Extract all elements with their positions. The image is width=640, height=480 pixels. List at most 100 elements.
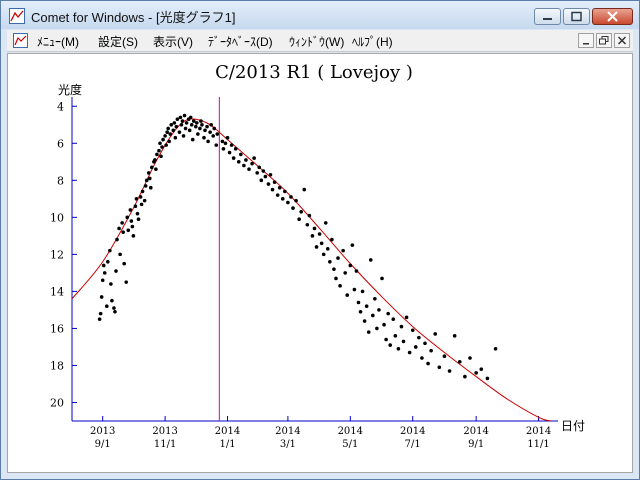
data-point bbox=[188, 115, 193, 120]
data-point bbox=[399, 324, 404, 329]
data-point bbox=[167, 139, 171, 144]
data-point bbox=[166, 126, 170, 131]
data-point bbox=[319, 241, 324, 246]
minimize-icon bbox=[583, 43, 589, 45]
data-point bbox=[114, 269, 118, 273]
data-point bbox=[160, 145, 164, 149]
data-point bbox=[223, 141, 228, 146]
data-point bbox=[302, 187, 307, 192]
data-point bbox=[154, 167, 158, 172]
data-point bbox=[227, 150, 232, 155]
data-point bbox=[200, 122, 204, 127]
data-point bbox=[426, 361, 430, 366]
data-point bbox=[384, 337, 388, 342]
data-point bbox=[291, 206, 295, 210]
data-point bbox=[334, 276, 338, 281]
menu-item-view[interactable]: 表示(V) bbox=[153, 35, 193, 49]
app-icon[interactable] bbox=[9, 8, 25, 24]
y-tick-label: 12 bbox=[50, 248, 64, 261]
close-button[interactable] bbox=[592, 8, 633, 25]
data-point bbox=[146, 171, 151, 175]
data-point bbox=[289, 195, 293, 199]
data-point bbox=[364, 304, 369, 309]
data-point bbox=[280, 197, 285, 201]
data-point bbox=[183, 126, 188, 131]
data-point bbox=[110, 298, 114, 303]
menu-item-help[interactable]: ﾍﾙﾌﾟ(H) bbox=[352, 35, 393, 49]
data-point bbox=[179, 122, 184, 127]
x-tick-year: 2014 bbox=[463, 426, 488, 437]
data-point bbox=[133, 204, 138, 209]
data-point bbox=[356, 300, 361, 305]
data-point bbox=[233, 147, 238, 151]
data-point bbox=[474, 371, 478, 375]
data-point bbox=[247, 167, 251, 172]
data-point bbox=[463, 374, 467, 379]
data-point bbox=[202, 135, 206, 140]
data-point bbox=[283, 189, 287, 194]
child-close-button[interactable] bbox=[614, 33, 630, 48]
data-point bbox=[341, 248, 345, 253]
data-point bbox=[99, 295, 104, 299]
child-minimize-button[interactable] bbox=[578, 33, 594, 48]
data-point bbox=[108, 248, 112, 253]
data-point bbox=[305, 222, 310, 227]
data-point bbox=[272, 180, 277, 184]
data-point bbox=[118, 252, 122, 257]
data-point bbox=[366, 330, 371, 334]
child-restore-button[interactable] bbox=[596, 33, 612, 48]
light-curve-chart[interactable]: C/2013 R1 ( Lovejoy ) 光度 日付 4 6 8 10 12 14 16 1… bbox=[8, 54, 632, 472]
title-bar[interactable]: Comet for Windows - [光度グラフ1] bbox=[1, 1, 639, 29]
data-point bbox=[286, 200, 290, 205]
menu-item-settings[interactable]: 設定(S) bbox=[98, 35, 138, 49]
data-point bbox=[275, 193, 280, 197]
data-point bbox=[321, 252, 326, 257]
data-point bbox=[328, 259, 332, 264]
y-tick-label: 10 bbox=[50, 211, 64, 224]
y-tick-label: 20 bbox=[50, 396, 64, 409]
data-point bbox=[215, 132, 220, 136]
data-point bbox=[310, 234, 315, 238]
data-point bbox=[417, 335, 421, 340]
data-point bbox=[348, 263, 353, 268]
data-point bbox=[128, 208, 133, 212]
y-tick-label: 4 bbox=[57, 100, 64, 113]
data-point bbox=[211, 134, 215, 138]
child-window-icon[interactable] bbox=[13, 33, 28, 48]
minimize-button[interactable] bbox=[534, 8, 561, 25]
data-point bbox=[220, 139, 225, 144]
data-point bbox=[447, 369, 452, 373]
data-point bbox=[252, 156, 256, 160]
menu-item-menu[interactable]: ﾒﾆｭｰ(M) bbox=[37, 35, 79, 49]
menu-item-window[interactable]: ｳｨﾝﾄﾞｳ(W) bbox=[289, 35, 345, 49]
menu-item-database[interactable]: ﾃﾞｰﾀﾍﾞｰｽ(D) bbox=[208, 35, 273, 49]
data-point bbox=[155, 152, 159, 157]
data-point bbox=[485, 376, 490, 381]
data-point bbox=[407, 350, 412, 355]
fit-curve bbox=[71, 118, 551, 422]
data-point bbox=[239, 152, 243, 157]
data-point bbox=[266, 182, 271, 186]
data-point bbox=[138, 195, 143, 199]
data-point bbox=[208, 130, 212, 134]
data-point bbox=[323, 221, 328, 225]
data-point bbox=[134, 197, 139, 201]
data-point bbox=[153, 158, 157, 162]
data-point bbox=[388, 343, 393, 347]
data-point bbox=[297, 217, 301, 221]
data-point bbox=[120, 221, 124, 225]
data-point bbox=[360, 289, 365, 294]
data-point bbox=[468, 356, 472, 360]
data-point bbox=[420, 356, 424, 360]
data-point bbox=[139, 202, 144, 207]
data-point bbox=[177, 130, 182, 134]
maximize-button[interactable] bbox=[563, 8, 590, 25]
data-point bbox=[382, 322, 386, 327]
x-tick-date: 9/1 bbox=[95, 439, 111, 450]
data-point bbox=[136, 217, 141, 221]
data-point bbox=[159, 154, 163, 159]
data-point bbox=[330, 237, 334, 242]
data-point bbox=[144, 178, 149, 183]
data-point bbox=[158, 141, 162, 146]
x-tick-date: 11/1 bbox=[154, 439, 176, 450]
